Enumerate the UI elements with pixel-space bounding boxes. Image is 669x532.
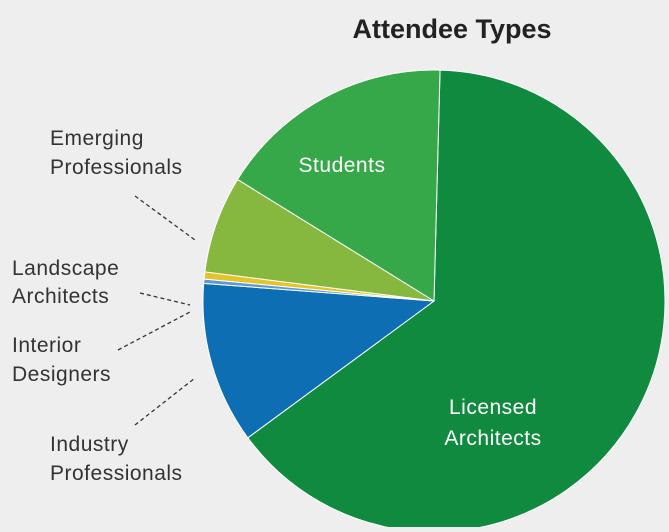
slice-labels: Licensed Architects Industry Professionals I… xyxy=(12,127,541,485)
leader-line-interior-designers xyxy=(117,311,191,351)
pie-slice-students xyxy=(236,69,441,302)
chart-title: Attendee Types xyxy=(352,14,551,44)
pie-slice-licensed-architects xyxy=(247,69,666,532)
slice-label-licensed-architects: Licensed Architects xyxy=(444,396,541,450)
pie-slices xyxy=(202,69,666,532)
leader-line-landscape-architects xyxy=(139,292,191,306)
leader-lines xyxy=(117,195,196,426)
slice-label-industry-professionals: Industry Professionals xyxy=(50,433,183,485)
slice-label-landscape-architects: Landscape Architects xyxy=(12,257,119,308)
leader-line-emerging-professionals xyxy=(134,195,196,241)
pie-slice-industry-professionals xyxy=(202,282,436,439)
slice-label-emerging-professionals: Emerging Professionals xyxy=(50,127,183,179)
slice-label-students: Students xyxy=(299,154,386,177)
slice-label-interior-designers: Interior Designers xyxy=(12,334,111,386)
leader-line-industry-professionals xyxy=(134,377,196,426)
